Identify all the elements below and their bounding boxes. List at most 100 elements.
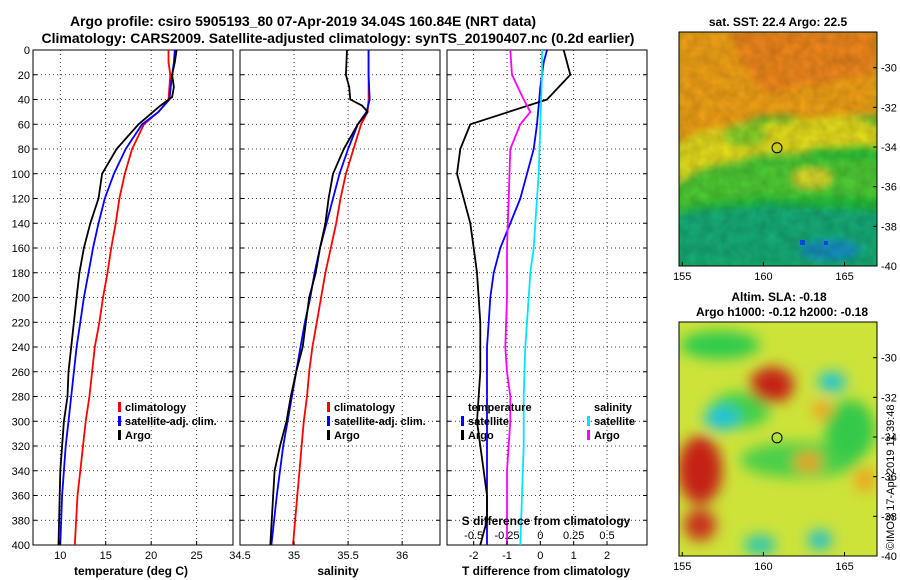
legend-swatch-satellite (118, 416, 121, 426)
y-tick-label: 40 (18, 95, 30, 107)
map-y-tick-label: -32 (881, 102, 897, 114)
y-tick-label: 140 (12, 218, 30, 230)
sst-map-title: sat. SST: 22.4 Argo: 22.5 (709, 15, 848, 29)
legend-swatch-climatology (118, 402, 121, 412)
map-x-tick-label: 160 (754, 561, 772, 573)
differences-gridlines (447, 49, 647, 546)
map-x-tick-label: 155 (673, 561, 691, 573)
x-tick-label: 15 (100, 550, 112, 562)
salinity-x-label: salinity (317, 564, 359, 578)
profile-line-s-satellite (519, 50, 543, 546)
map-y-tick-label: -36 (881, 182, 897, 194)
profile-line-t-satellite (486, 49, 548, 545)
y-tick-label: 220 (12, 317, 30, 329)
legend-label-argo: Argo (334, 430, 360, 442)
y-tick-label: 380 (12, 515, 30, 527)
sst-heatmap-image (679, 32, 877, 266)
y-tick-label: 320 (12, 441, 30, 453)
differences-panel: -2 -1 0 1 2 -0.5 -0.25 0 0.25 0.5 T difference f… (446, 49, 648, 578)
s-tick-label: 0.5 (599, 530, 614, 542)
x-tick-label: 25 (191, 550, 203, 562)
x-tick-label: 36 (396, 550, 408, 562)
x-tick-label: 0 (537, 550, 543, 562)
sst-map-ticks: 155 160 165 -30 -32 -34 -36 -38 -40 (673, 63, 897, 283)
legend-swatch-satellite (327, 416, 330, 426)
sla-orange-high (855, 468, 875, 492)
figure-title-line1: Argo profile: csiro 5905193_80 07-Apr-20… (70, 13, 536, 29)
y-tick-label: 100 (12, 169, 30, 181)
legend-label-satellite: satellite-adj. clim. (334, 416, 426, 428)
map-x-tick-label: 165 (835, 271, 853, 283)
salinity-legend: climatology satellite-adj. clim. Argo (327, 402, 426, 442)
x-tick-label: 20 (145, 550, 157, 562)
map-y-tick-label: -40 (881, 261, 897, 273)
sla-orange-high (812, 401, 832, 419)
salinity-profiles (269, 49, 371, 546)
x-tick-label: 35.5 (337, 550, 358, 562)
y-tick-label: 120 (12, 194, 30, 206)
x-tick-label: 2 (604, 550, 610, 562)
map-x-tick-label: 165 (835, 561, 853, 573)
sst-cold-pixel (800, 240, 805, 245)
y-tick-label: 80 (18, 144, 30, 156)
sst-map-panel: sat. SST: 22.4 Argo: 22.5 155 160 165 -30 -3… (673, 15, 897, 283)
temperature-legend: climatology satellite-adj. clim. Argo (118, 402, 217, 442)
y-tick-label: 60 (18, 119, 30, 131)
y-tick-label: 20 (18, 70, 30, 82)
y-tick-label: 180 (12, 268, 30, 280)
t-difference-x-ticks: -2 -1 0 1 2 (469, 541, 610, 562)
legend-swatch-t-argo (461, 430, 464, 440)
legend-label-t-argo: Argo (468, 430, 494, 442)
y-tick-label: 400 (12, 540, 30, 552)
s-tick-label: 0 (537, 530, 543, 542)
legend-label-t-satellite: satellite (468, 416, 509, 428)
temperature-profiles (57, 49, 178, 546)
sla-red-high (679, 436, 722, 504)
map-x-tick-label: 160 (754, 271, 772, 283)
x-tick-label: 34.5 (229, 550, 250, 562)
legend-temperature-title: temperature (468, 402, 532, 414)
legend-swatch-argo (327, 430, 330, 440)
t-difference-x-label: T difference from climatology (462, 564, 630, 578)
legend-swatch-s-satellite (587, 416, 590, 426)
sla-cyan-low (818, 372, 846, 392)
map-y-tick-label: -36 (881, 472, 897, 484)
map-y-tick-label: -40 (881, 551, 897, 563)
map-y-tick-label: -32 (881, 392, 897, 404)
sla-red-high (684, 509, 716, 541)
sla-map-title-line1: Altim. SLA: -0.18 (731, 290, 827, 304)
x-tick-label: -2 (469, 550, 479, 562)
s-difference-label: S difference from climatology (462, 514, 631, 528)
imos-timestamp-watermark: ©IMOS 17-Apr-2019 11:39:48 (885, 405, 897, 550)
y-tick-label: 260 (12, 367, 30, 379)
s-tick-label: 0.25 (563, 530, 584, 542)
profile-line-t-argo (456, 49, 572, 546)
sst-pixel-noise (679, 32, 877, 266)
salinity-x-ticks: 34.5 35 35.5 36 (229, 541, 408, 562)
sla-map-title-line2: Argo h1000: -0.12 h2000: -0.18 (696, 305, 868, 319)
s-difference-ticks: -0.5 -0.25 0 0.25 0.5 (464, 530, 614, 542)
legend-swatch-s-argo (587, 430, 590, 440)
sla-argo-position-marker (771, 432, 783, 444)
legend-label-climatology: climatology (334, 402, 396, 414)
legend-swatch-climatology (327, 402, 330, 412)
map-y-tick-label: -38 (881, 511, 897, 523)
x-tick-label: -1 (502, 550, 512, 562)
temperature-panel: 10 15 20 25 0 20 40 60 80 100 120 140 160 180 200 220 2… (12, 45, 234, 578)
salinity-panel: 34.5 35 35.5 36 salinity climatology satell… (229, 49, 441, 578)
sla-green-low (680, 331, 760, 359)
s-tick-label: -0.5 (464, 530, 483, 542)
y-tick-label: 360 (12, 491, 30, 503)
y-tick-label: 240 (12, 342, 30, 354)
y-tick-label: 0 (24, 45, 30, 57)
legend-salinity-title: salinity (594, 402, 633, 414)
sla-green-low (825, 400, 875, 460)
y-tick-label: 160 (12, 243, 30, 255)
sla-orange-high (794, 453, 822, 471)
sla-cyan-low (808, 530, 832, 550)
sla-map-ticks: 155 160 165 -30 -32 -34 -36 -38 -40 (673, 353, 897, 573)
map-x-tick-label: 155 (673, 271, 691, 283)
differences-legend: temperature satellite Argo salinity sate… (461, 402, 635, 442)
legend-label-s-satellite: satellite (594, 416, 635, 428)
